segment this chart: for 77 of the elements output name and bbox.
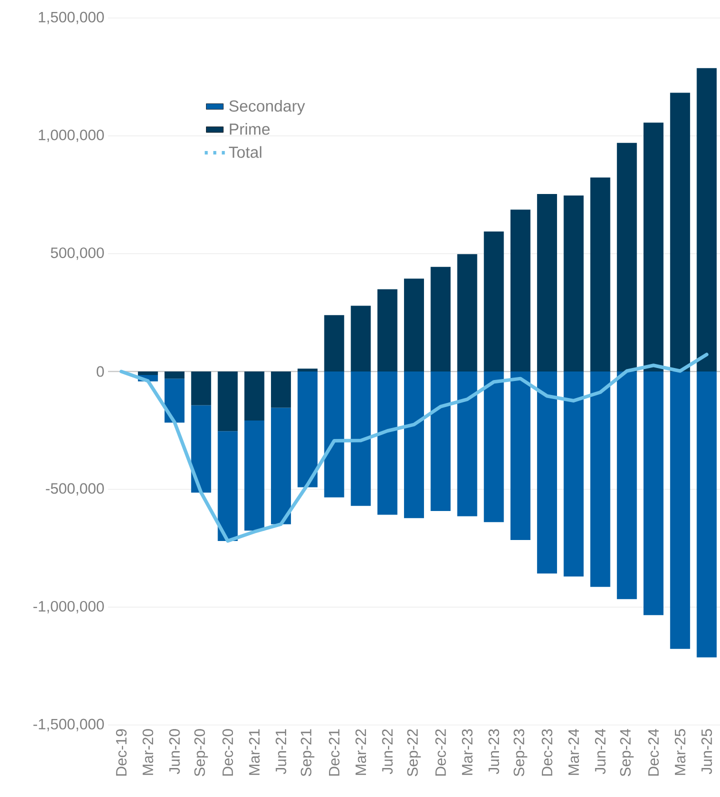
bar xyxy=(164,378,184,423)
line-series xyxy=(120,352,708,543)
bar xyxy=(377,289,398,372)
bar xyxy=(404,278,424,372)
x-tick-label: Dec-20 xyxy=(222,729,234,776)
y-tick-label: 500,000 xyxy=(50,247,104,260)
bar xyxy=(484,232,504,372)
bar xyxy=(484,371,504,522)
bar xyxy=(164,371,184,379)
x-tick-label: Jun-24 xyxy=(594,728,606,774)
bar xyxy=(244,420,264,531)
legend-label: Secondary xyxy=(229,100,306,115)
x-tick-label: Jun-23 xyxy=(488,729,500,774)
x-tick-label: Dec-19 xyxy=(116,729,127,776)
bar xyxy=(218,431,238,541)
bar xyxy=(350,306,371,372)
x-tick-label: Sep-23 xyxy=(514,729,528,776)
bar xyxy=(696,371,717,658)
bar xyxy=(430,371,451,512)
bar xyxy=(298,368,318,372)
bar xyxy=(537,371,558,574)
bar xyxy=(510,210,530,372)
x-tick-label: Jun-22 xyxy=(382,729,393,774)
bar xyxy=(191,371,212,406)
x-tick-label: Dec-21 xyxy=(328,729,340,776)
bar xyxy=(564,195,584,372)
bar xyxy=(644,122,664,372)
bar xyxy=(324,315,344,372)
x-tick-label: Jun-21 xyxy=(276,729,286,774)
bar xyxy=(430,266,451,372)
x-tick-label: Dec-23 xyxy=(542,729,552,776)
bar xyxy=(590,178,610,372)
x-tick-label: Jun-25 xyxy=(701,729,712,774)
y-tick-label: 1,000,000 xyxy=(38,130,104,142)
y-tick-label: 0 xyxy=(96,366,104,377)
x-tick-label: Sep-20 xyxy=(194,729,208,776)
legend-label: Prime xyxy=(230,123,270,135)
x-tick-label: Sep-22 xyxy=(407,729,421,776)
x-tick-label: Sep-24 xyxy=(620,728,634,776)
bar xyxy=(696,68,717,372)
bar xyxy=(404,371,424,518)
x-tick-label: Mar-20 xyxy=(142,729,154,775)
legend-label: Total xyxy=(228,146,262,158)
y-tick-label: 1,500,000 xyxy=(38,12,104,24)
bar xyxy=(616,142,637,372)
bar xyxy=(590,371,610,587)
x-tick-label: Mar-23 xyxy=(462,729,473,775)
bar xyxy=(457,254,478,372)
bar xyxy=(298,371,318,488)
bar xyxy=(644,371,664,616)
bar xyxy=(670,371,690,649)
y-tick-label: -1,000,000 xyxy=(33,600,104,614)
bar xyxy=(270,371,291,408)
bar xyxy=(670,92,690,372)
x-tick-label: Mar-25 xyxy=(674,729,686,775)
bar xyxy=(138,371,158,376)
x-tick-label: Mar-22 xyxy=(355,729,366,775)
bar xyxy=(191,405,212,493)
x-tick-label: Sep-21 xyxy=(300,729,314,776)
bar xyxy=(377,371,398,515)
x-tick-label: Mar-21 xyxy=(249,729,260,775)
bar xyxy=(218,371,238,432)
bar xyxy=(616,371,637,600)
bar xyxy=(457,371,478,516)
x-tick-label: Jun-20 xyxy=(169,729,180,774)
bar xyxy=(324,371,344,498)
bar xyxy=(270,408,291,524)
bar xyxy=(564,371,584,577)
x-tick-label: Dec-24 xyxy=(648,728,659,776)
y-tick-label: -500,000 xyxy=(46,483,104,496)
x-tick-label: Mar-24 xyxy=(568,728,579,775)
bar xyxy=(510,371,530,540)
bar xyxy=(350,371,371,506)
bar xyxy=(537,194,558,372)
x-tick-label: Dec-22 xyxy=(435,729,446,776)
bar xyxy=(244,371,264,421)
y-tick-label: -1,500,000 xyxy=(33,718,104,732)
